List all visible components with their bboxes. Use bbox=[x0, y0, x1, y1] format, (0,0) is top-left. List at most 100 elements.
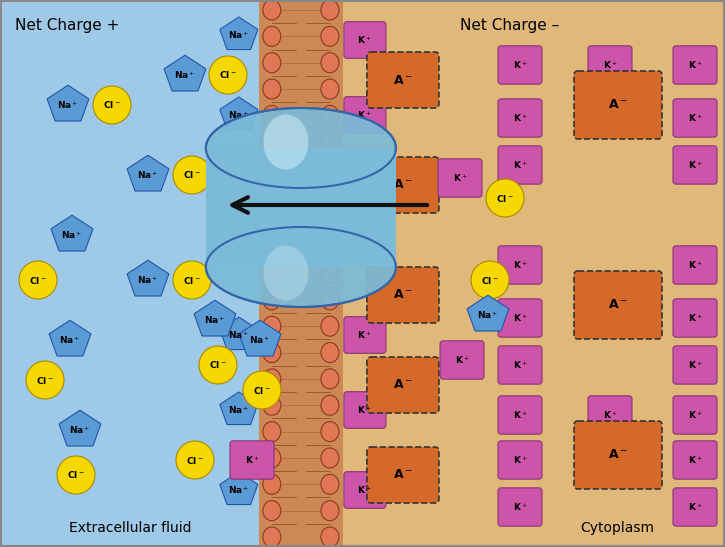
FancyBboxPatch shape bbox=[673, 396, 717, 434]
Text: Cl$^-$: Cl$^-$ bbox=[186, 455, 204, 465]
FancyBboxPatch shape bbox=[574, 71, 662, 139]
Bar bbox=[206, 150, 396, 265]
Text: Na$^+$: Na$^+$ bbox=[477, 309, 499, 321]
Ellipse shape bbox=[321, 158, 339, 178]
Polygon shape bbox=[467, 295, 509, 331]
FancyBboxPatch shape bbox=[367, 267, 439, 323]
Text: Cl$^-$: Cl$^-$ bbox=[496, 193, 514, 203]
Ellipse shape bbox=[321, 290, 339, 310]
Text: K$^+$: K$^+$ bbox=[687, 359, 703, 371]
Ellipse shape bbox=[321, 237, 339, 257]
Ellipse shape bbox=[263, 474, 281, 494]
Text: K$^+$: K$^+$ bbox=[357, 34, 373, 46]
FancyBboxPatch shape bbox=[498, 346, 542, 384]
Ellipse shape bbox=[263, 316, 281, 336]
Polygon shape bbox=[49, 320, 91, 356]
Polygon shape bbox=[47, 85, 89, 121]
Text: K$^+$: K$^+$ bbox=[455, 354, 470, 366]
Ellipse shape bbox=[321, 527, 339, 547]
Ellipse shape bbox=[321, 501, 339, 521]
Ellipse shape bbox=[321, 106, 339, 125]
Circle shape bbox=[176, 441, 214, 479]
FancyBboxPatch shape bbox=[498, 299, 542, 337]
Text: Cl$^-$: Cl$^-$ bbox=[219, 69, 237, 80]
Ellipse shape bbox=[263, 0, 281, 20]
FancyBboxPatch shape bbox=[498, 246, 542, 284]
Text: Na$^+$: Na$^+$ bbox=[57, 99, 79, 111]
FancyBboxPatch shape bbox=[673, 346, 717, 384]
FancyBboxPatch shape bbox=[588, 396, 632, 434]
Text: Na$^+$: Na$^+$ bbox=[61, 229, 83, 241]
Text: Net Charge +: Net Charge + bbox=[15, 18, 120, 33]
Text: K$^+$: K$^+$ bbox=[513, 312, 528, 324]
Ellipse shape bbox=[321, 395, 339, 415]
FancyBboxPatch shape bbox=[344, 22, 386, 59]
FancyBboxPatch shape bbox=[344, 97, 386, 133]
Ellipse shape bbox=[263, 290, 281, 310]
Ellipse shape bbox=[321, 211, 339, 231]
Text: K$^+$: K$^+$ bbox=[513, 259, 528, 271]
Polygon shape bbox=[164, 55, 206, 91]
Ellipse shape bbox=[263, 184, 281, 205]
Ellipse shape bbox=[263, 237, 281, 257]
Circle shape bbox=[243, 371, 281, 409]
FancyBboxPatch shape bbox=[673, 46, 717, 84]
Circle shape bbox=[93, 86, 131, 124]
FancyBboxPatch shape bbox=[673, 441, 717, 479]
FancyBboxPatch shape bbox=[367, 447, 439, 503]
Text: Na$^+$: Na$^+$ bbox=[228, 404, 249, 416]
Text: K$^+$: K$^+$ bbox=[357, 109, 373, 121]
Circle shape bbox=[173, 156, 211, 194]
Text: K$^+$: K$^+$ bbox=[513, 501, 528, 513]
Text: Cl$^-$: Cl$^-$ bbox=[253, 385, 271, 395]
Ellipse shape bbox=[263, 106, 281, 125]
Circle shape bbox=[26, 361, 64, 399]
FancyBboxPatch shape bbox=[367, 157, 439, 213]
Circle shape bbox=[19, 261, 57, 299]
FancyBboxPatch shape bbox=[498, 99, 542, 137]
FancyBboxPatch shape bbox=[498, 46, 542, 84]
Text: Na$^+$: Na$^+$ bbox=[59, 334, 80, 346]
FancyBboxPatch shape bbox=[344, 212, 386, 248]
Text: K$^+$: K$^+$ bbox=[513, 59, 528, 71]
Ellipse shape bbox=[263, 422, 281, 441]
Text: K$^+$: K$^+$ bbox=[513, 454, 528, 466]
Text: Na$^+$: Na$^+$ bbox=[228, 224, 249, 236]
Text: K$^+$: K$^+$ bbox=[513, 409, 528, 421]
Text: K$^+$: K$^+$ bbox=[513, 359, 528, 371]
Text: K$^+$: K$^+$ bbox=[357, 484, 373, 496]
Bar bbox=[259, 148, 343, 267]
FancyBboxPatch shape bbox=[367, 52, 439, 108]
Ellipse shape bbox=[321, 132, 339, 152]
FancyBboxPatch shape bbox=[440, 341, 484, 379]
FancyBboxPatch shape bbox=[498, 146, 542, 184]
Ellipse shape bbox=[321, 369, 339, 389]
Text: K$^+$: K$^+$ bbox=[687, 409, 703, 421]
FancyBboxPatch shape bbox=[367, 357, 439, 413]
Polygon shape bbox=[59, 410, 101, 446]
Text: K$^+$: K$^+$ bbox=[244, 454, 260, 466]
Text: K$^+$: K$^+$ bbox=[687, 501, 703, 513]
Text: A$^-$: A$^-$ bbox=[608, 98, 628, 112]
Circle shape bbox=[57, 456, 95, 494]
Bar bbox=[0, 0, 259, 547]
Ellipse shape bbox=[321, 474, 339, 494]
Ellipse shape bbox=[263, 53, 281, 73]
Ellipse shape bbox=[321, 448, 339, 468]
Ellipse shape bbox=[321, 342, 339, 363]
Ellipse shape bbox=[206, 108, 396, 188]
Ellipse shape bbox=[263, 501, 281, 521]
Text: K$^+$: K$^+$ bbox=[357, 329, 373, 341]
Text: K$^+$: K$^+$ bbox=[357, 224, 373, 236]
Polygon shape bbox=[220, 97, 258, 130]
Text: Na$^+$: Na$^+$ bbox=[249, 334, 270, 346]
Ellipse shape bbox=[263, 79, 281, 99]
FancyBboxPatch shape bbox=[230, 441, 274, 479]
Ellipse shape bbox=[321, 53, 339, 73]
Text: K$^+$: K$^+$ bbox=[687, 112, 703, 124]
Text: K$^+$: K$^+$ bbox=[687, 59, 703, 71]
Text: A$^-$: A$^-$ bbox=[393, 73, 413, 86]
Text: Cl$^-$: Cl$^-$ bbox=[103, 100, 121, 110]
Text: Extracellular fluid: Extracellular fluid bbox=[69, 521, 191, 535]
FancyBboxPatch shape bbox=[673, 488, 717, 526]
